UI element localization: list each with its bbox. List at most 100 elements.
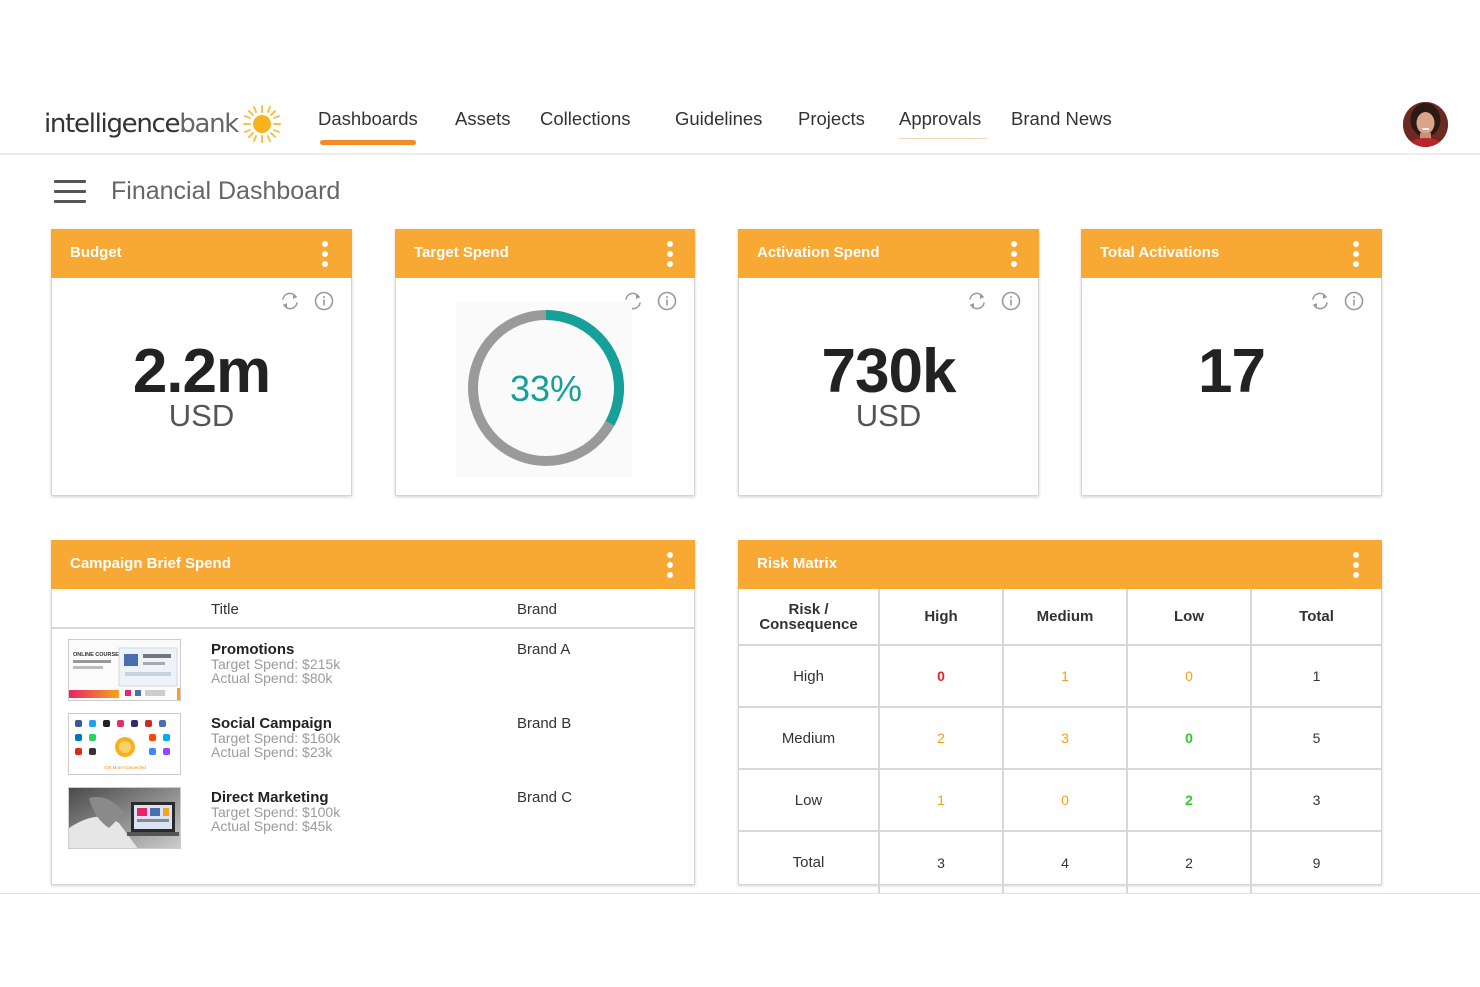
target-spend-card: Target Spend 33%	[395, 229, 695, 496]
table-row: Medium 2 3 0 5	[739, 706, 1381, 770]
risk-cell[interactable]: 2	[878, 706, 1004, 770]
risk-cell[interactable]: 0	[878, 644, 1004, 708]
info-icon[interactable]	[656, 290, 678, 312]
nav-brand-news[interactable]: Brand News	[1011, 108, 1112, 129]
top-navigation-bar: intelligencebank Dashboards Assets Colle…	[0, 0, 1480, 155]
risk-column-total: 2	[1126, 830, 1252, 893]
nav-collections[interactable]: Collections	[540, 108, 631, 129]
table-row[interactable]: Direct Marketing Target Spend: $100k Act…	[52, 785, 694, 857]
campaign-target-spend: Target Spend: $100k	[211, 804, 341, 820]
table-row: Total 3 4 2 9	[739, 830, 1381, 893]
kebab-menu-icon[interactable]	[666, 552, 674, 578]
card-header: Activation Spend	[738, 229, 1039, 278]
card-title: Budget	[70, 244, 122, 261]
risk-row-label: Total	[739, 830, 880, 893]
promotions-thumbnail: ONLINE COURSE JUMP HERE	[68, 639, 181, 701]
table-row[interactable]: Get More Connected Social Campaign Targe…	[52, 711, 694, 783]
total-activations-value: 17	[1198, 337, 1266, 406]
risk-row-label: Low	[739, 768, 880, 832]
risk-cell[interactable]: 1	[1002, 644, 1128, 708]
risk-cell[interactable]: 1	[878, 768, 1004, 832]
social-campaign-thumbnail: Get More Connected	[68, 713, 181, 775]
campaign-brief-spend-card: Campaign Brief Spend Title Brand ONLINE …	[51, 540, 695, 885]
intelligencebank-logo[interactable]: intelligencebank	[44, 104, 282, 144]
campaign-brand: Brand A	[517, 641, 571, 658]
card-title: Risk Matrix	[757, 555, 838, 572]
risk-header-total: Total	[1250, 589, 1381, 646]
risk-header-consequence: Risk / Consequence	[739, 589, 880, 646]
campaign-brand: Brand C	[517, 789, 573, 806]
info-icon[interactable]	[313, 290, 335, 312]
card-header: Budget	[51, 229, 352, 278]
nav-guidelines[interactable]: Guidelines	[675, 108, 763, 129]
kebab-menu-icon[interactable]	[666, 241, 674, 267]
info-icon[interactable]	[1000, 290, 1022, 312]
card-tools	[966, 290, 1022, 312]
campaign-actual-spend: Actual Spend: $80k	[211, 670, 333, 686]
campaign-title: Social Campaign	[211, 715, 332, 732]
risk-header-high: High	[878, 589, 1004, 646]
direct-marketing-thumbnail	[68, 787, 181, 849]
target-spend-donut: 33%	[456, 302, 632, 477]
campaign-target-spend: Target Spend: $215k	[211, 656, 341, 672]
refresh-icon[interactable]	[966, 290, 988, 312]
table-row: High 0 1 0 1	[739, 644, 1381, 708]
risk-row-label: Medium	[739, 706, 880, 770]
risk-cell[interactable]: 0	[1002, 768, 1128, 832]
card-header: Risk Matrix	[738, 540, 1382, 589]
table-row: Low 1 0 2 3	[739, 768, 1381, 832]
info-icon[interactable]	[1343, 290, 1365, 312]
campaign-table-header: Title Brand	[52, 589, 694, 629]
campaign-target-spend: Target Spend: $160k	[211, 730, 341, 746]
risk-row-total: 5	[1250, 706, 1381, 770]
campaign-actual-spend: Actual Spend: $23k	[211, 744, 333, 760]
risk-row-total: 1	[1250, 644, 1381, 708]
card-title: Activation Spend	[757, 244, 880, 261]
campaign-brand: Brand B	[517, 715, 572, 732]
risk-header-row: Risk / Consequence High Medium Low Total	[739, 589, 1381, 646]
card-title: Campaign Brief Spend	[70, 555, 231, 572]
kebab-menu-icon[interactable]	[1352, 552, 1360, 578]
budget-unit: USD	[168, 398, 235, 433]
card-header: Total Activations	[1081, 229, 1382, 278]
donut-percent-label: 33%	[510, 368, 582, 409]
kebab-menu-icon[interactable]	[321, 241, 329, 267]
risk-cell[interactable]: 0	[1126, 706, 1252, 770]
refresh-icon[interactable]	[279, 290, 301, 312]
sun-logo-icon	[243, 105, 282, 143]
nav-projects[interactable]: Projects	[798, 108, 865, 129]
thumb-caption: Get More Connected	[104, 765, 146, 770]
footer-divider	[0, 893, 1480, 894]
kebab-menu-icon[interactable]	[1352, 241, 1360, 267]
risk-matrix-card: Risk Matrix Risk / Consequence High Medi…	[738, 540, 1382, 893]
column-header-brand: Brand	[517, 601, 558, 618]
thumb-headline: ONLINE COURSE JUMP HERE	[73, 652, 153, 658]
nav-dashboards[interactable]: Dashboards	[318, 108, 418, 145]
risk-cell[interactable]: 3	[1002, 706, 1128, 770]
hamburger-menu-icon[interactable]	[54, 180, 86, 204]
risk-column-total: 3	[878, 830, 1004, 893]
risk-row-total: 3	[1250, 768, 1381, 832]
column-header-title: Title	[211, 601, 239, 618]
card-title: Total Activations	[1100, 244, 1220, 261]
card-tools	[279, 290, 335, 312]
total-activations-card: Total Activations 17	[1081, 229, 1382, 496]
budget-value: 2.2m	[132, 337, 271, 406]
user-avatar[interactable]	[1403, 102, 1448, 147]
budget-card: Budget 2.2m USD	[51, 229, 352, 496]
activation-spend-value: 730k	[821, 337, 957, 406]
risk-row-label: High	[739, 644, 880, 708]
risk-cell[interactable]: 0	[1126, 644, 1252, 708]
risk-cell[interactable]: 2	[1126, 768, 1252, 832]
refresh-icon[interactable]	[1309, 290, 1331, 312]
nav-assets[interactable]: Assets	[455, 108, 511, 129]
page-title: Financial Dashboard	[111, 177, 341, 205]
activation-spend-card: Activation Spend 730k USD	[738, 229, 1039, 496]
risk-grand-total: 9	[1250, 830, 1381, 893]
activation-spend-unit: USD	[855, 398, 922, 433]
nav-approvals[interactable]: Approvals	[899, 108, 988, 139]
user-avatar-image	[1403, 102, 1448, 147]
kebab-menu-icon[interactable]	[1010, 241, 1018, 267]
table-row[interactable]: ONLINE COURSE JUMP HERE Promotions Targe…	[52, 637, 694, 709]
donut-progress	[468, 310, 624, 466]
